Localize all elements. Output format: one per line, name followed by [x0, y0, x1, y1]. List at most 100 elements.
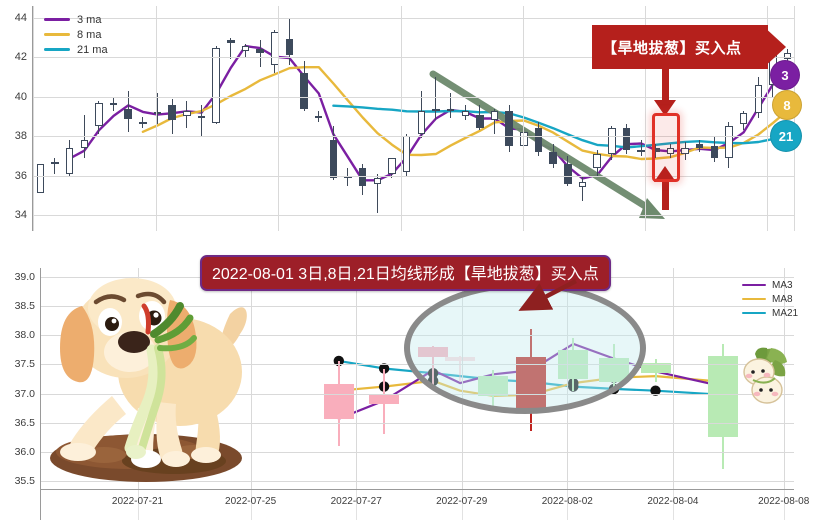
candle-body [139, 122, 147, 125]
candle [388, 157, 396, 178]
y-axis-tick-label: 36.5 [14, 416, 35, 429]
candle [241, 43, 250, 58]
ma-badge-21: 21 [770, 120, 802, 152]
title-to-ellipse-arrow [518, 279, 578, 311]
grid-line-vertical [794, 6, 795, 231]
candle-body [183, 110, 191, 117]
candle-body [323, 383, 354, 419]
x-axis-tick-label: 2022-08-04 [647, 496, 699, 507]
candle-body [461, 110, 470, 117]
candle [36, 163, 45, 194]
candle-body [314, 116, 323, 119]
candle-wick [230, 37, 232, 60]
candle-body [153, 112, 162, 115]
candle-body [505, 110, 513, 147]
candle [490, 108, 499, 135]
buy-point-down-arrow-shaft [662, 68, 669, 104]
candle [212, 45, 220, 125]
bottom-chart-panel: 39.0 38.5 38.0 37.5 37.0 36.5 36.0 35.5 2022-07… [0, 246, 822, 520]
candle [710, 136, 719, 162]
grid-line-vertical-lower [137, 490, 139, 520]
candle [124, 90, 132, 133]
candle-body [51, 161, 59, 164]
grid-line-horizontal [33, 215, 794, 217]
candle-body [212, 47, 220, 123]
candle [461, 104, 470, 121]
candle [695, 140, 704, 152]
candle-wick [494, 108, 496, 135]
buy-point-highlight-box [652, 113, 680, 182]
candle-body [285, 39, 294, 56]
candle [640, 358, 671, 382]
legend-color-swatch [44, 48, 70, 51]
candle-body [369, 395, 400, 404]
ma21-line [332, 104, 789, 149]
candle-body [490, 110, 499, 121]
candle-body [402, 136, 411, 172]
candle [608, 126, 616, 160]
ma-crossover-marker [650, 385, 661, 396]
candle [344, 167, 352, 186]
bottom-chart-legend: MA3 MA8 MA21 [742, 278, 798, 320]
grid-line-vertical [356, 268, 358, 489]
candle-body [432, 108, 440, 111]
legend-color-swatch [44, 33, 70, 36]
y-axis-tick-label: 42 [14, 51, 27, 64]
candle [256, 39, 264, 68]
grid-line-horizontal [33, 136, 794, 138]
legend-color-swatch [742, 311, 766, 315]
candle-body [564, 163, 572, 184]
candle [666, 144, 675, 158]
candle [637, 140, 645, 156]
candle-body [622, 128, 631, 150]
grid-line-vertical [401, 6, 402, 231]
candle-wick [200, 104, 202, 137]
x-axis-tick-label: 2022-07-25 [225, 496, 277, 507]
grid-line-vertical [672, 268, 674, 489]
y-axis-tick-label: 38.0 [14, 329, 35, 342]
candle-body [593, 153, 601, 168]
candle [505, 104, 513, 153]
buy-point-banner-label: 【旱地拔葱】买入点 [592, 25, 768, 69]
y-axis-tick-label: 39.0 [14, 270, 35, 283]
legend-item-1: MA8 [742, 292, 798, 306]
candle [285, 17, 294, 66]
legend-color-swatch [44, 18, 70, 21]
grid-line-vertical-lower [567, 490, 569, 520]
candle-wick [376, 173, 378, 214]
candle [183, 100, 191, 129]
candle-body [695, 144, 704, 148]
grid-line-horizontal [41, 422, 794, 424]
candle [65, 140, 74, 176]
buy-point-up-arrow-head [654, 166, 676, 182]
candle-body [168, 104, 176, 121]
ma-badge-3: 3 [770, 60, 800, 90]
y-axis-tick-label: 37.0 [14, 387, 35, 400]
candle-body [534, 128, 543, 152]
candle [739, 110, 748, 131]
x-axis-tick-label: 2022-07-29 [436, 496, 488, 507]
legend-item-0: 3 ma [44, 12, 108, 27]
downtrend-line [429, 70, 657, 215]
y-axis-tick-label: 40 [14, 90, 27, 103]
candle-body [637, 150, 645, 153]
grid-line-horizontal [33, 96, 794, 98]
candle-wick [54, 158, 56, 174]
candle-body [608, 128, 616, 155]
candle [549, 144, 557, 168]
ma-badge-8: 8 [772, 90, 802, 120]
x-axis-tick-label: 2022-07-27 [330, 496, 382, 507]
candle [168, 98, 176, 135]
candle-body [446, 108, 455, 111]
candle-body [256, 49, 264, 54]
dog-pulling-scallion-illustration [34, 256, 266, 488]
scallion-bunch-illustration [733, 346, 789, 408]
grid-line-vertical [33, 6, 34, 231]
y-axis-tick-label: 37.5 [14, 358, 35, 371]
candle-body [373, 177, 382, 184]
candle-body [95, 102, 103, 127]
candle-body [227, 39, 235, 44]
candle-wick [581, 175, 583, 202]
candle-body [476, 114, 484, 129]
